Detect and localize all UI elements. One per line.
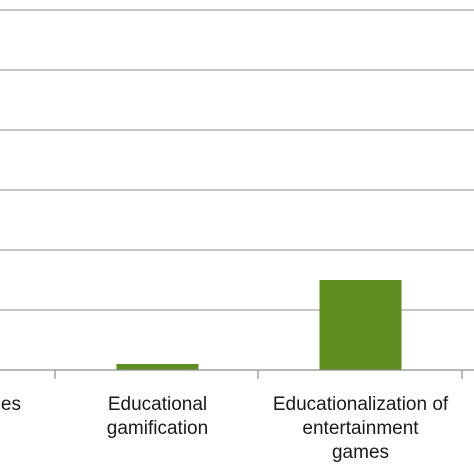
bars <box>116 280 402 370</box>
x-axis-ticks <box>54 370 463 379</box>
gridlines <box>0 9 474 311</box>
x-tick-label-line: gamification <box>107 418 208 439</box>
x-tick-label-line: Educational <box>108 394 207 415</box>
x-tick-label-line: Educationalization of <box>273 394 449 415</box>
x-tick-label: Educational gamification <box>107 394 208 439</box>
bar <box>116 364 199 370</box>
x-tick-label-line: es <box>1 394 21 415</box>
x-tick-label: Educationalization of entertainment games <box>273 394 449 463</box>
bar <box>319 280 402 370</box>
x-axis-labels: es Educational gamification Educationalizat… <box>1 394 449 463</box>
x-tick-label-line: entertainment <box>302 418 419 439</box>
x-tick-label: es <box>1 394 21 415</box>
x-tick-label-line: games <box>332 442 389 463</box>
